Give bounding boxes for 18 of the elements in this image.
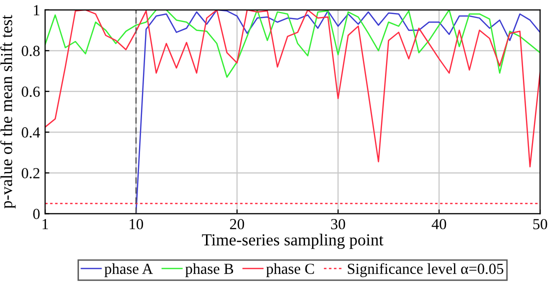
legend-label: phase C <box>266 263 314 278</box>
x-tick-label: 1 <box>42 219 48 230</box>
y-tick-label: 0.8 <box>22 46 40 56</box>
x-tick-label: 10 <box>130 218 144 230</box>
x-tick-label: 40 <box>432 218 446 230</box>
x-tick-label: 50 <box>533 218 548 230</box>
y-tick-label: 0.6 <box>22 86 40 97</box>
legend-label: phase B <box>185 263 234 278</box>
y-tick-label: 1 <box>34 5 40 16</box>
x-tick-label: 30 <box>331 218 346 230</box>
legend-label: phase A <box>104 263 153 278</box>
x-axis-title: Time-series sampling point <box>202 234 384 249</box>
x-tick-label: 20 <box>230 218 244 230</box>
legend-label: Significance level α=0.05 <box>348 263 504 278</box>
y-tick-label: 0.2 <box>22 168 40 178</box>
y-tick-label: 0 <box>33 208 40 220</box>
y-axis-title: p-value of the mean shift test <box>0 14 16 208</box>
y-tick-label: 0.4 <box>22 127 40 138</box>
